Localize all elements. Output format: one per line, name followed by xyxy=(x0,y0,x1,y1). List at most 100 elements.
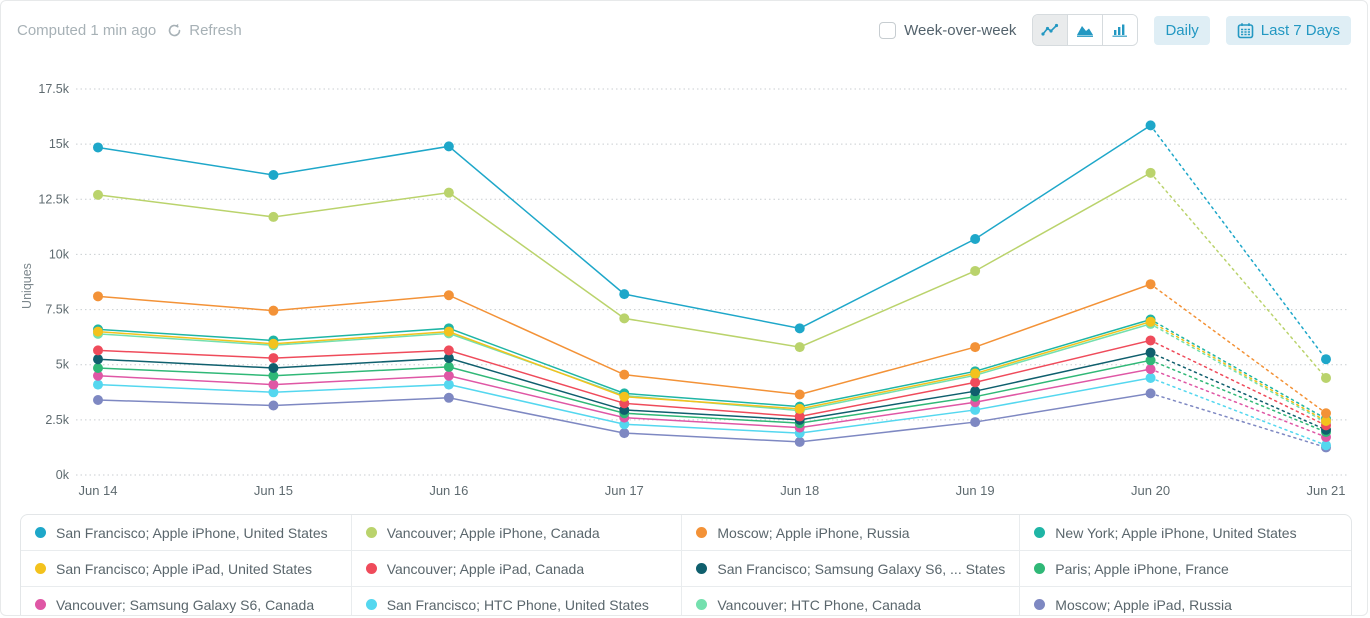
series-point[interactable] xyxy=(93,326,103,337)
legend-item[interactable]: Vancouver; HTC Phone, Canada xyxy=(682,587,1021,615)
series-point[interactable] xyxy=(1145,279,1156,290)
line-chart-toggle[interactable] xyxy=(1033,15,1069,45)
series-point[interactable] xyxy=(619,391,630,402)
series-line-projected[interactable] xyxy=(1149,172,1327,379)
refresh-button[interactable]: Refresh xyxy=(166,22,242,39)
series-point[interactable] xyxy=(443,370,454,381)
series-point[interactable] xyxy=(619,289,630,300)
series-point[interactable] xyxy=(619,313,630,324)
series-point[interactable] xyxy=(443,353,454,364)
series-line-projected[interactable] xyxy=(1149,320,1327,422)
legend-item[interactable]: Vancouver; Apple iPad, Canada xyxy=(351,551,683,587)
series-point[interactable] xyxy=(268,387,279,398)
legend-item[interactable]: San Francisco; HTC Phone, United States xyxy=(352,587,683,615)
legend-item[interactable]: Vancouver; Samsung Galaxy S6, Canada xyxy=(21,587,352,615)
series-point[interactable] xyxy=(268,170,279,181)
series-point[interactable] xyxy=(970,265,981,276)
series-point[interactable] xyxy=(970,417,981,428)
series-point[interactable] xyxy=(1145,388,1156,399)
series-point[interactable] xyxy=(1145,364,1156,375)
series-line-projected[interactable] xyxy=(1149,351,1327,431)
series-point[interactable] xyxy=(268,305,279,316)
series-point[interactable] xyxy=(443,345,454,356)
y-tick-label: 7.5k xyxy=(45,303,69,317)
series-point[interactable] xyxy=(1145,120,1156,131)
legend-item[interactable]: Paris; Apple iPhone, France xyxy=(1020,551,1351,587)
series-point[interactable] xyxy=(93,142,103,153)
series-point[interactable] xyxy=(93,189,103,200)
series-point[interactable] xyxy=(794,403,805,414)
chart-canvas[interactable]: Uniques 0k 2.5k 5k 7.5k 10k 12.5k 15k 17.5k Jun 1… xyxy=(1,59,1368,507)
series-point[interactable] xyxy=(1145,372,1156,383)
series-point[interactable] xyxy=(93,363,103,374)
interval-button[interactable]: Daily xyxy=(1154,15,1210,45)
legend-item[interactable]: San Francisco; Apple iPhone, United Stat… xyxy=(21,515,352,551)
chart-legend: San Francisco; Apple iPhone, United Stat… xyxy=(20,514,1352,615)
series-line-projected[interactable] xyxy=(1149,318,1327,420)
series-point[interactable] xyxy=(794,411,805,422)
series-line-projected[interactable] xyxy=(1149,323,1327,424)
legend-item[interactable]: New York; Apple iPhone, United States xyxy=(1020,515,1351,551)
series-point[interactable] xyxy=(1145,335,1156,346)
bar-chart-toggle[interactable] xyxy=(1103,15,1138,45)
series-point[interactable] xyxy=(970,368,981,379)
series-point[interactable] xyxy=(970,386,981,397)
legend-item[interactable]: Vancouver; Apple iPhone, Canada xyxy=(351,515,683,551)
series-point[interactable] xyxy=(268,353,279,364)
series-line-projected[interactable] xyxy=(1149,124,1327,360)
series-point[interactable] xyxy=(794,342,805,353)
legend-item[interactable]: San Francisco; Apple iPad, United States xyxy=(21,551,352,587)
series-point[interactable] xyxy=(93,370,103,381)
series-point[interactable] xyxy=(1145,167,1156,178)
series-point[interactable] xyxy=(443,392,454,403)
series-point[interactable] xyxy=(443,290,454,301)
x-tick-label: Jun 15 xyxy=(254,483,293,498)
series-line-projected[interactable] xyxy=(1149,339,1327,427)
series-point[interactable] xyxy=(1321,354,1331,365)
legend-dot xyxy=(696,599,708,610)
series-point[interactable] xyxy=(268,338,279,349)
series-point[interactable] xyxy=(794,389,805,400)
legend-item[interactable]: San Francisco; Samsung Galaxy S6, ... St… xyxy=(682,551,1021,587)
series-point[interactable] xyxy=(1321,415,1331,426)
series-point[interactable] xyxy=(443,326,454,337)
week-over-week-checkbox[interactable] xyxy=(879,21,897,39)
series-point[interactable] xyxy=(794,436,805,447)
series-point[interactable] xyxy=(1321,408,1331,419)
series-point[interactable] xyxy=(268,211,279,222)
series-point[interactable] xyxy=(93,291,103,302)
series-point[interactable] xyxy=(1321,440,1331,451)
series-point[interactable] xyxy=(443,141,454,152)
series-point[interactable] xyxy=(93,345,103,356)
series-point[interactable] xyxy=(268,370,279,381)
series-point[interactable] xyxy=(93,395,103,406)
legend-item[interactable]: Moscow; Apple iPad, Russia xyxy=(1020,587,1351,615)
date-range-button[interactable]: Last 7 Days xyxy=(1225,15,1351,45)
series-point[interactable] xyxy=(443,361,454,372)
series-point[interactable] xyxy=(93,379,103,390)
legend-item[interactable]: Moscow; Apple iPhone, Russia xyxy=(682,515,1021,551)
series-point[interactable] xyxy=(970,377,981,388)
series-line-projected[interactable] xyxy=(1149,359,1327,433)
series-line-projected[interactable] xyxy=(1149,283,1327,414)
series-point[interactable] xyxy=(268,379,279,390)
area-chart-toggle[interactable] xyxy=(1068,15,1104,45)
series-point[interactable] xyxy=(268,400,279,411)
series-point[interactable] xyxy=(970,404,981,415)
series-point[interactable] xyxy=(794,323,805,334)
series-point[interactable] xyxy=(619,428,630,439)
series-point[interactable] xyxy=(1145,347,1156,358)
series-line-projected[interactable] xyxy=(1149,377,1327,446)
series-point[interactable] xyxy=(1321,372,1331,383)
series-line-projected[interactable] xyxy=(1149,392,1327,449)
series-line-projected[interactable] xyxy=(1149,368,1327,438)
series-point[interactable] xyxy=(1145,355,1156,366)
series-point[interactable] xyxy=(970,342,981,353)
series-point[interactable] xyxy=(93,354,103,365)
series-point[interactable] xyxy=(443,379,454,390)
series-point[interactable] xyxy=(970,233,981,244)
series-point[interactable] xyxy=(268,363,279,374)
series-point[interactable] xyxy=(1145,316,1156,327)
series-point[interactable] xyxy=(443,187,454,198)
series-point[interactable] xyxy=(619,369,630,380)
